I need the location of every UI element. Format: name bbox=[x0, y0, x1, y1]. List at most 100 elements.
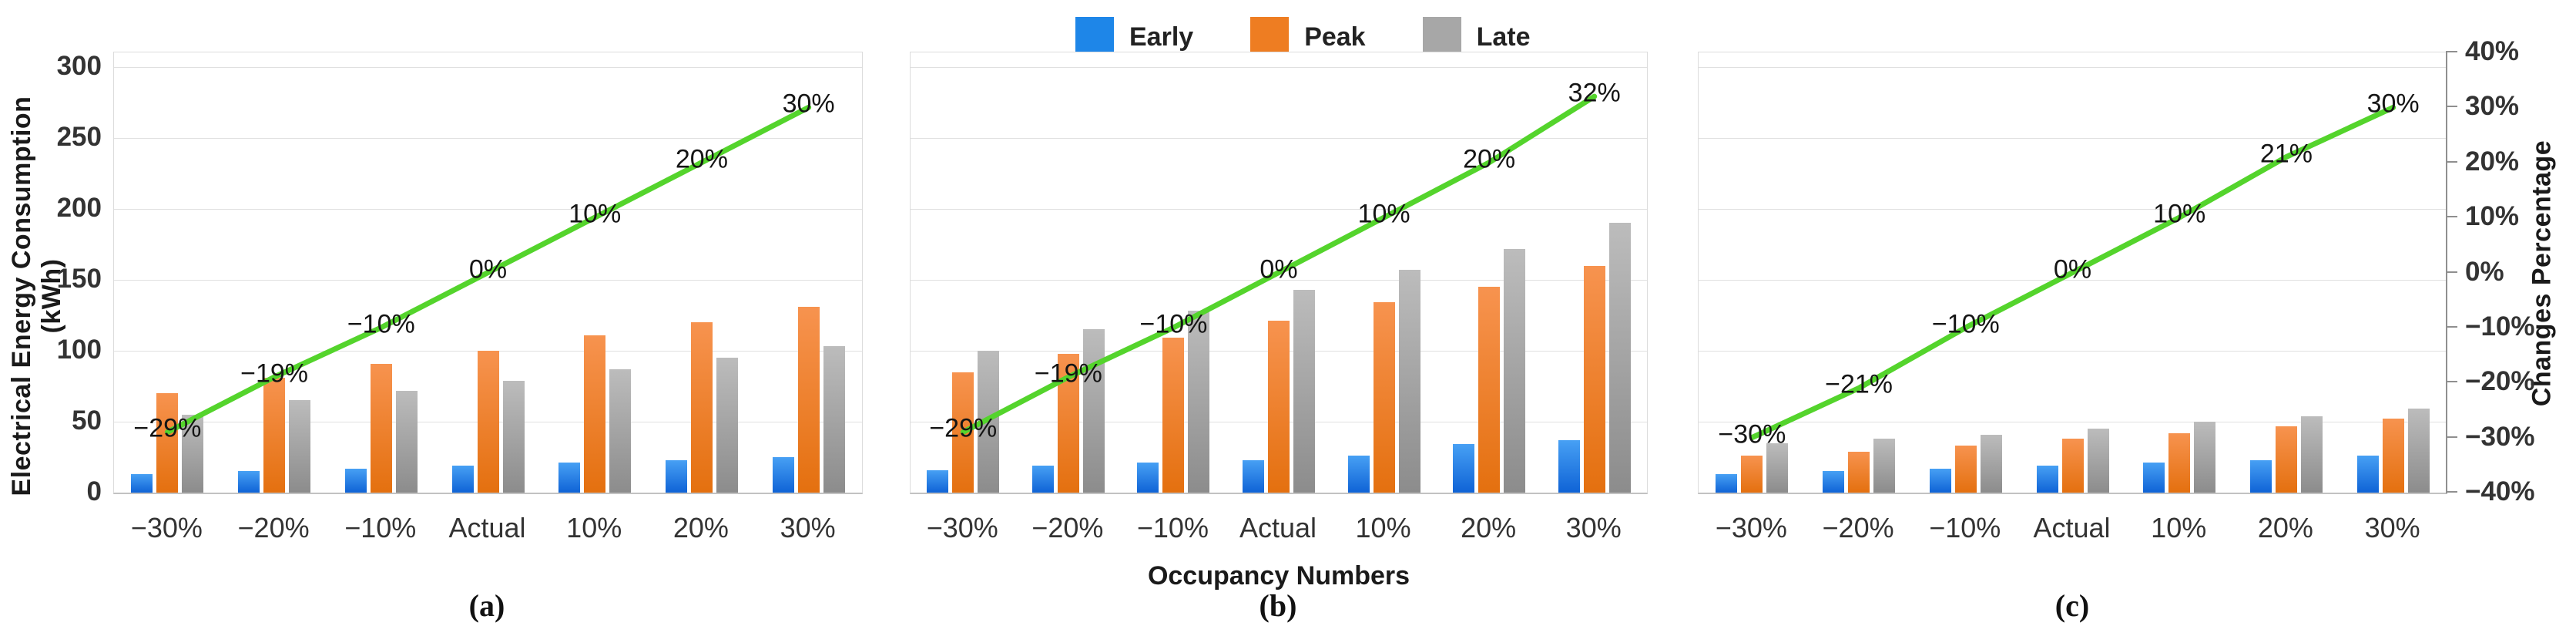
left-tick-label: 0 bbox=[86, 476, 102, 506]
line-label: 30% bbox=[2366, 89, 2420, 119]
line-label: 0% bbox=[1259, 254, 1298, 284]
x-category-label: −10% bbox=[344, 512, 417, 543]
panel-letter-b: (b) bbox=[1259, 588, 1297, 623]
grid-line bbox=[911, 67, 1647, 68]
legend: Early Peak Late bbox=[1075, 17, 1531, 57]
peak-bar bbox=[584, 335, 606, 493]
right-tick-mark bbox=[2446, 51, 2457, 52]
late-bar bbox=[1293, 289, 1315, 493]
late-bar bbox=[395, 390, 418, 493]
early-bar bbox=[2143, 463, 2165, 493]
left-tick-label: 150 bbox=[56, 264, 102, 294]
x-category-label: −10% bbox=[1929, 512, 2001, 543]
grid-line bbox=[114, 280, 862, 281]
right-tick-mark bbox=[2446, 436, 2457, 438]
x-category-label: −10% bbox=[1136, 512, 1209, 543]
right-tick-label: 10% bbox=[2465, 201, 2520, 232]
right-tick-mark bbox=[2446, 381, 2457, 383]
late-bar bbox=[1188, 311, 1210, 493]
legend-item-early: Early bbox=[1075, 17, 1193, 57]
x-category-label: −30% bbox=[1715, 512, 1787, 543]
peak-bar bbox=[2061, 439, 2084, 493]
early-bar bbox=[1347, 456, 1370, 493]
grid-line bbox=[1699, 209, 2447, 210]
bar-group bbox=[2036, 429, 2109, 493]
peak-bar bbox=[1162, 338, 1185, 493]
late-bar bbox=[502, 380, 525, 493]
early-bar bbox=[2249, 459, 2272, 493]
right-tick-label: 0% bbox=[2465, 256, 2504, 287]
grid-line bbox=[114, 138, 862, 139]
panel-b-plot-area: −29% −19% −10% 0% 10% 20% 32% bbox=[910, 52, 1648, 494]
bar-group bbox=[344, 363, 418, 493]
legend-label-peak: Peak bbox=[1304, 22, 1366, 52]
line-label: 10% bbox=[2153, 199, 2206, 229]
line-label: −10% bbox=[347, 309, 415, 339]
grid-line bbox=[114, 209, 862, 210]
line-label: 0% bbox=[468, 254, 508, 284]
line-label: 0% bbox=[2053, 254, 2092, 284]
grid-line bbox=[1699, 67, 2447, 68]
x-category-label: Actual bbox=[448, 512, 526, 543]
peak-bar bbox=[370, 363, 392, 493]
peak-bar bbox=[1268, 321, 1290, 493]
early-bar bbox=[772, 457, 794, 493]
bar-group bbox=[1716, 443, 1789, 493]
peak-bar bbox=[797, 306, 820, 493]
bar-group bbox=[131, 393, 204, 493]
x-category-label: 10% bbox=[2151, 512, 2207, 543]
right-tick-label: −30% bbox=[2465, 421, 2535, 452]
x-category-label: 30% bbox=[2364, 512, 2420, 543]
changes-line bbox=[1749, 104, 2397, 441]
bar-group bbox=[1137, 311, 1210, 493]
line-label: −29% bbox=[929, 413, 998, 443]
late-bar bbox=[1082, 329, 1105, 493]
right-tick-label: −20% bbox=[2465, 366, 2535, 397]
grid-line bbox=[911, 138, 1647, 139]
right-tick-label: 30% bbox=[2465, 91, 2520, 122]
left-tick-label: 200 bbox=[56, 193, 102, 223]
legend-label-late: Late bbox=[1476, 22, 1531, 52]
peak-bar bbox=[1848, 451, 1870, 493]
peak-bar bbox=[2382, 419, 2404, 493]
late-bar bbox=[1873, 439, 1896, 493]
bar-group bbox=[1243, 289, 1315, 493]
bar-group bbox=[558, 335, 632, 493]
early-bar bbox=[238, 471, 260, 493]
peak-bar bbox=[477, 351, 499, 493]
late-bar bbox=[2194, 422, 2216, 493]
early-bar bbox=[1558, 439, 1580, 493]
early-bar bbox=[2036, 466, 2058, 493]
right-tick-label: −40% bbox=[2465, 476, 2535, 506]
line-label: 20% bbox=[675, 144, 728, 174]
line-label: −10% bbox=[1139, 309, 1208, 339]
peak-bar bbox=[2168, 432, 2191, 493]
early-bar bbox=[1823, 471, 1845, 493]
right-tick-label: −10% bbox=[2465, 311, 2535, 342]
early-bar bbox=[1716, 474, 1738, 493]
early-bar bbox=[1137, 463, 1159, 493]
peak-bar bbox=[1373, 302, 1395, 493]
peak-bar bbox=[156, 393, 179, 493]
x-axis-title: Occupancy Numbers bbox=[1147, 561, 1410, 591]
bar-group bbox=[1347, 270, 1420, 493]
x-category-label: 20% bbox=[673, 512, 729, 543]
right-axis-line bbox=[2446, 52, 2447, 493]
bar-group bbox=[2356, 409, 2430, 493]
bar-group bbox=[1558, 223, 1631, 493]
grid-line bbox=[911, 209, 1647, 210]
left-tick-label: 100 bbox=[56, 335, 102, 365]
late-bar bbox=[1504, 248, 1526, 493]
x-category-label: −20% bbox=[1822, 512, 1894, 543]
bar-group bbox=[2143, 422, 2216, 493]
changes-line bbox=[164, 104, 812, 435]
late-bar bbox=[2407, 409, 2430, 493]
panel-letter-c: (c) bbox=[2054, 588, 2090, 623]
early-bar bbox=[1453, 444, 1475, 493]
bar-group bbox=[451, 351, 525, 493]
line-label: −19% bbox=[1034, 358, 1102, 389]
line-label: 30% bbox=[782, 89, 835, 119]
late-bar bbox=[823, 346, 845, 493]
line-label: 21% bbox=[2259, 139, 2313, 169]
x-category-label: 20% bbox=[1461, 512, 1517, 543]
